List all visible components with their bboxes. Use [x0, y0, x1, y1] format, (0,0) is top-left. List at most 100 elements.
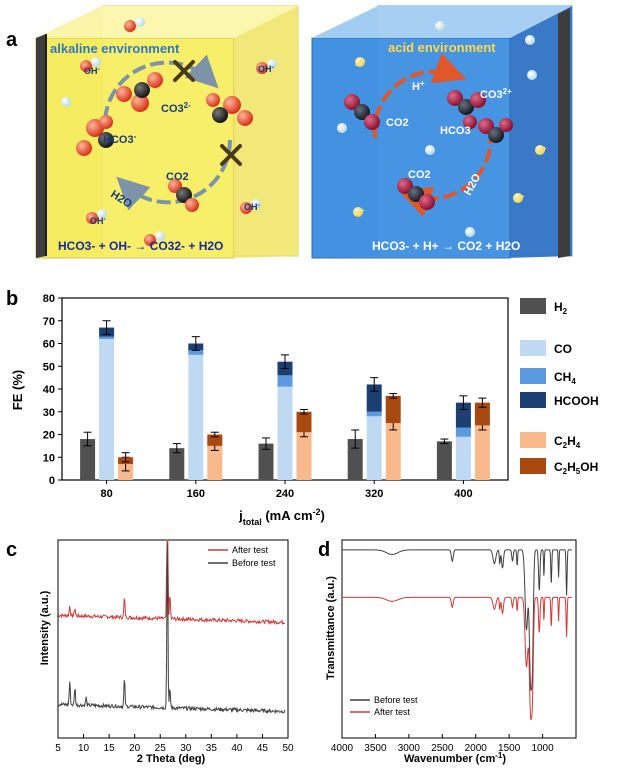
- legend-swatch-hcooh: [520, 392, 546, 408]
- d-xtick-label: 1500: [498, 743, 521, 754]
- d-xtick-label: 3500: [364, 743, 387, 754]
- d-ylabel: Transmittance (a.u.): [325, 576, 337, 680]
- acid-co2-label-2: CO2: [408, 169, 431, 181]
- oh-label-1: OH-: [84, 66, 101, 77]
- bar-c2h4-400: [474, 425, 490, 480]
- proton-label-2: H+: [536, 146, 547, 157]
- bar-h2-160: [169, 448, 185, 480]
- b-ytick-label: 10: [43, 452, 55, 464]
- d-xtick-label: 1000: [531, 743, 554, 754]
- d-line-before-test: [342, 549, 572, 692]
- co2-label: CO2: [166, 171, 189, 183]
- b-ytick-label: 0: [49, 475, 55, 487]
- b-ytick-label: 20: [43, 430, 55, 442]
- carbonate-molecule-2: [206, 93, 253, 126]
- bar-h2-320: [347, 439, 363, 480]
- bar-c2h5oh-160: [207, 434, 223, 446]
- acid-bicarbonate-label: HCO3: [440, 125, 471, 137]
- carbonate-label: CO32-: [161, 101, 191, 116]
- c-xtick-label: 35: [206, 743, 218, 754]
- d-xtick-label: 4000: [331, 743, 354, 754]
- b-ytick-label: 80: [43, 293, 55, 305]
- c-xtick-label: 30: [180, 743, 192, 754]
- panel-c-label: c: [6, 539, 17, 561]
- b-ytick-label: 70: [43, 316, 55, 328]
- acid-co2-molecule-1: [344, 94, 380, 130]
- acid-cell: acid environment: [311, 5, 573, 259]
- b-xlabel: jtotal (mA cm-2): [238, 507, 325, 527]
- proton-label-4: H+: [354, 208, 365, 219]
- acid-cycle-arrow-top: [372, 53, 467, 139]
- bar-ch4-320: [366, 411, 382, 417]
- legend-swatch-c2h5oh: [520, 458, 546, 474]
- bicarbonate-molecule: [116, 72, 163, 112]
- oh-label-4: OH-: [90, 216, 107, 227]
- c-xtick-label: 20: [129, 743, 141, 754]
- c-xtick-label: 5: [55, 743, 61, 754]
- panel-b: b FE (%) jtotal (mA cm-2) 0 10 20 30 40 50 60 7…: [6, 288, 599, 527]
- acid-electrode: [558, 8, 570, 258]
- co2-molecule: [168, 179, 199, 212]
- c-xtick-label: 10: [78, 743, 90, 754]
- bar-c2h5oh-240: [296, 411, 312, 433]
- legend-label-c2h4: C2H4: [554, 434, 581, 450]
- bar-ch4-80: [99, 336, 115, 339]
- acid-carbonate-label: CO32+: [480, 87, 512, 102]
- alkaline-title: alkaline environment: [50, 41, 180, 56]
- hydroxide-ions: [61, 17, 277, 246]
- b-ytick-label: 60: [43, 339, 55, 351]
- panel-c: c Intensity (a.u.) 2 Theta (deg) 5 10 15 20…: [6, 539, 294, 765]
- c-xtick-label: 15: [104, 743, 116, 754]
- d-xtick-label: 2000: [465, 743, 488, 754]
- c-plot-area: 5 10 15 20 25 30 35 40 45 50 After test Before test: [55, 539, 294, 754]
- c-line-after-test: [57, 539, 285, 626]
- b-xtick-label: 160: [187, 488, 205, 500]
- legend-label-ch4: CH4: [554, 370, 576, 386]
- bar-co-240: [277, 386, 293, 480]
- d-line-after-test: [342, 596, 572, 721]
- bar-c2h4-80: [118, 464, 134, 480]
- b-plot-area: 0 10 20 30 40 50 60 70 80 80 160 240 320 400: [43, 293, 509, 500]
- legend-label-h2: H2: [554, 300, 568, 316]
- bar-co-160: [188, 354, 204, 480]
- d-xtick-label: 2500: [431, 743, 454, 754]
- c-legend-label: After test: [232, 545, 269, 555]
- bar-hcooh-400: [455, 402, 471, 428]
- d-xtick-label: 3000: [398, 743, 421, 754]
- bar-ch4-400: [455, 427, 471, 437]
- bar-c2h4-160: [207, 445, 223, 480]
- c-xtick-label: 50: [282, 743, 294, 754]
- bar-ch4-160: [188, 350, 204, 355]
- acid-equation: HCO3- + H+ → CO2 + H2O: [372, 239, 520, 253]
- bar-h2-80: [80, 439, 96, 480]
- alkaline-cycle-arrow-top: [103, 54, 219, 121]
- bar-c2h5oh-400: [474, 402, 490, 426]
- b-ytick-label: 30: [43, 407, 55, 419]
- legend-label-c2h5oh: C2H5OH: [554, 460, 598, 476]
- panel-a: a alkaline environment: [6, 5, 573, 259]
- c-xtick-label: 40: [231, 743, 243, 754]
- alkaline-electrode: [36, 34, 46, 258]
- c-ylabel: Intensity (a.u.): [39, 590, 51, 665]
- acid-title: acid environment: [388, 40, 496, 55]
- panel-b-label: b: [6, 288, 18, 310]
- bar-c2h5oh-320: [385, 395, 401, 424]
- bar-h2-400: [436, 441, 452, 480]
- legend-label-hcooh: HCOOH: [554, 394, 599, 408]
- carbonate-molecule-3: [76, 115, 114, 156]
- panel-d-label: d: [318, 539, 330, 561]
- bar-c2h4-320: [385, 423, 401, 480]
- b-legend: H2 CO CH4 HCOOH C2H4 C2H5OH: [520, 298, 599, 476]
- c-legend-label: Before test: [232, 558, 276, 568]
- b-xtick-label: 320: [365, 488, 383, 500]
- d-axes-frame: [341, 539, 577, 739]
- b-ylabel: FE (%): [10, 370, 25, 410]
- proton-label-1: H+: [355, 58, 366, 69]
- acid-bicarbonate-1: [447, 90, 486, 129]
- c-line-before-test: [57, 543, 286, 715]
- acid-proton-label: H+: [412, 79, 425, 94]
- c-xlabel: 2 Theta (deg): [137, 753, 206, 765]
- bar-h2-240: [258, 443, 274, 480]
- bicarbonate-label: HCO3-: [103, 132, 137, 147]
- b-ytick-label: 40: [43, 384, 55, 396]
